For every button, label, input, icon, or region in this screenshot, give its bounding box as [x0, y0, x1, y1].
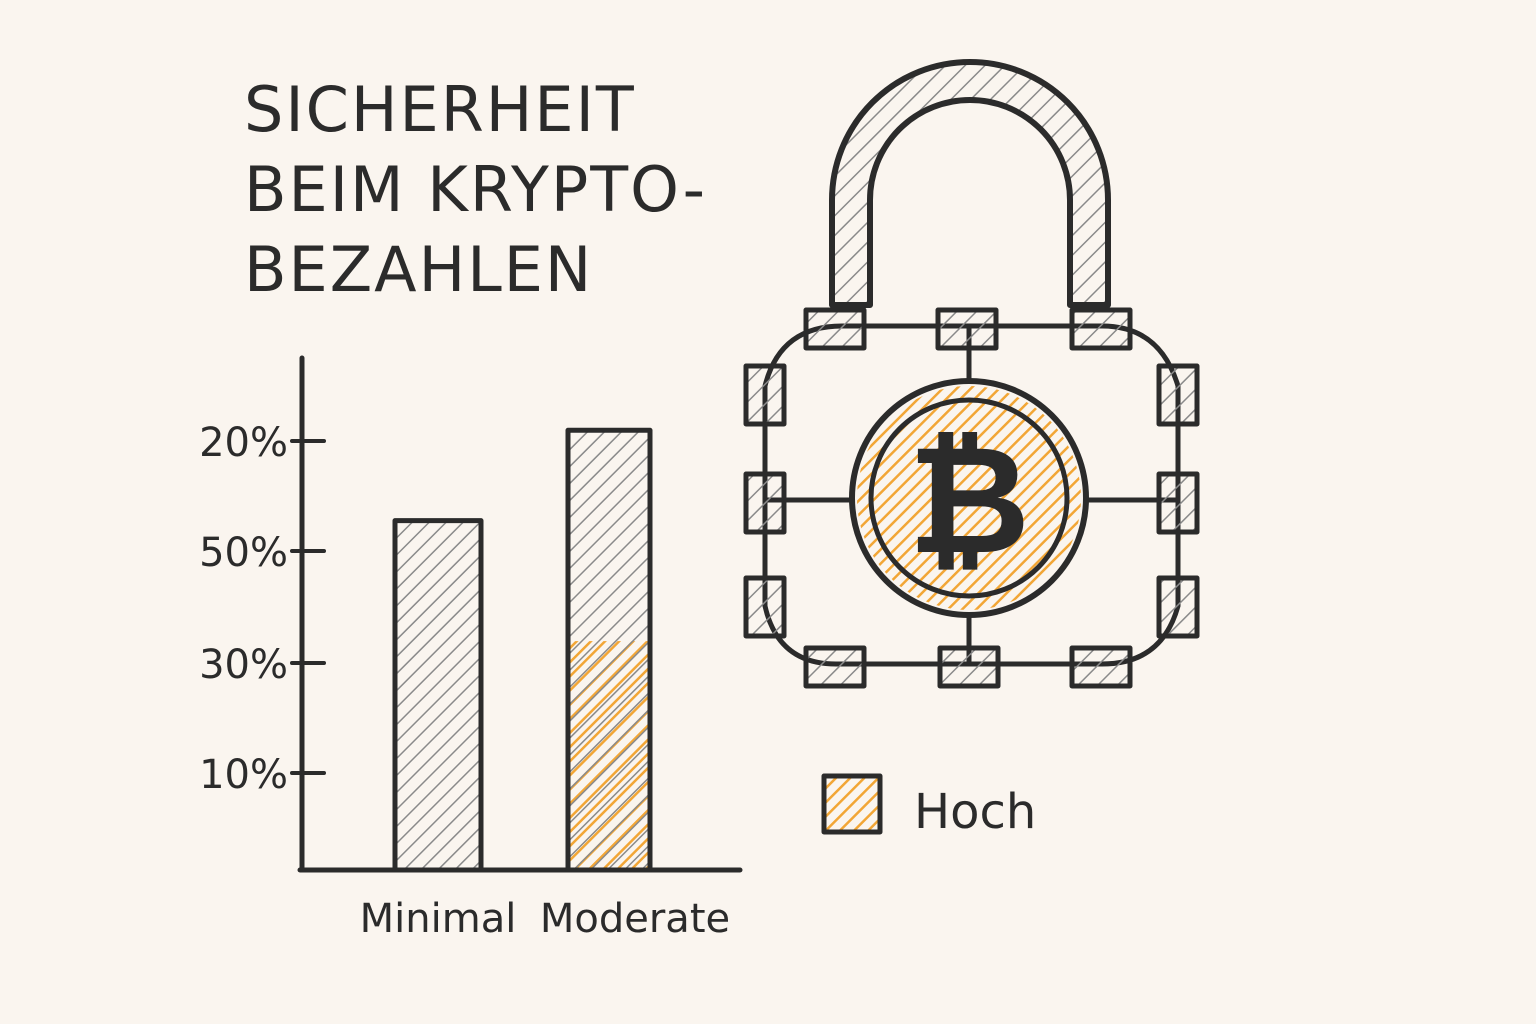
bitcoin-icon: ₿	[849, 378, 1089, 618]
x-category-label-moderate: Moderate	[540, 896, 730, 942]
padlock-icon: ₿	[743, 59, 1200, 689]
node	[1156, 471, 1200, 535]
y-tick-group-0: 20%	[199, 420, 326, 466]
y-tick-group-2: 30%	[199, 642, 326, 688]
node	[1156, 575, 1200, 639]
node	[743, 575, 787, 639]
bar-moderate	[565, 427, 653, 873]
y-tick-label: 30%	[199, 642, 288, 688]
node	[1069, 645, 1133, 689]
y-tick-group-1: 50%	[199, 530, 326, 576]
x-category-label-minimal: Minimal	[360, 896, 517, 942]
node	[1156, 363, 1200, 427]
y-tick-label: 20%	[199, 420, 288, 466]
bitcoin-symbol: ₿	[908, 414, 1030, 588]
network-nodes	[743, 307, 1200, 689]
padlock-shackle	[829, 59, 1111, 308]
bar-minimal	[392, 518, 484, 873]
node	[935, 307, 999, 351]
title-line-1: Sicherheit	[244, 73, 636, 146]
page-title: Sicherheit beim Krypto- bezahlen	[244, 70, 707, 310]
y-tick-label: 10%	[199, 752, 288, 798]
legend: Hoch	[821, 773, 1036, 840]
node	[803, 307, 867, 351]
node	[937, 645, 1001, 689]
node	[1069, 307, 1133, 351]
coin-fill	[857, 386, 1081, 610]
y-tick-label: 50%	[199, 530, 288, 576]
title-line-2: beim Krypto-	[244, 153, 707, 226]
node	[803, 645, 867, 689]
legend-label-hoch: Hoch	[914, 784, 1036, 840]
coin-inner-ring	[868, 397, 1070, 599]
legend-swatch-hoch	[821, 773, 883, 835]
title-line-3: bezahlen	[244, 233, 594, 306]
y-tick-group-3: 10%	[199, 752, 326, 798]
node	[743, 471, 787, 535]
node	[743, 363, 787, 427]
